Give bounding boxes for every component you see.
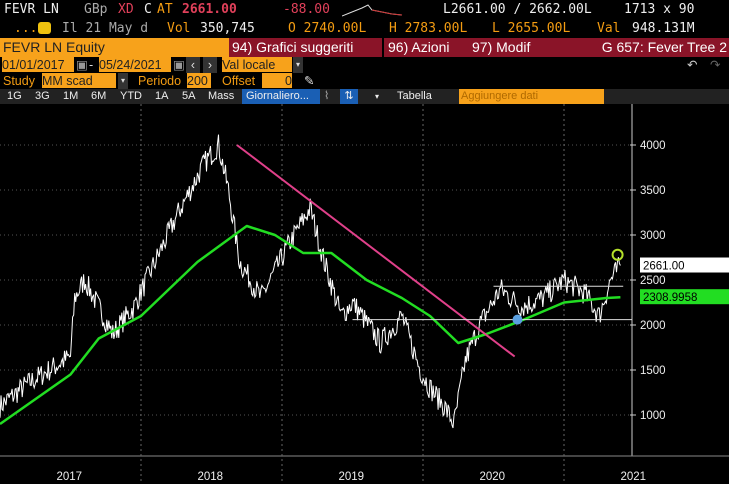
bid-ask: L2661.00 / 2662.00L (443, 2, 592, 17)
x-tick-label: 2018 (198, 471, 224, 483)
frequency-select[interactable]: Giornaliero... (242, 89, 320, 104)
currency-select[interactable]: Val locale (222, 57, 292, 72)
trend-line (236, 144, 516, 358)
trade-date: Il 21 May d (62, 21, 149, 36)
marker-circle (512, 314, 523, 325)
ticker: FEVR LN (4, 2, 59, 17)
period-input[interactable]: 200 (187, 73, 211, 88)
y-tick-label: 3500 (640, 185, 666, 197)
y-tick-label: 1000 (640, 410, 666, 422)
end-date-input[interactable]: 05/24/2021 (99, 57, 171, 72)
volume: 350,745 (200, 21, 255, 36)
study-select[interactable]: MM scad (42, 73, 116, 88)
prev-button[interactable]: ‹ (186, 57, 200, 73)
toolbar: FEVR LN Equity 94) Grafici suggeriti 96)… (0, 38, 729, 57)
study-bar: Study MM scad ▾ Periodo 200 Offset 0 ✎ (0, 73, 729, 89)
pencil-icon[interactable]: ✎ (304, 74, 315, 88)
period-max[interactable]: Mass (208, 90, 235, 102)
quote-line-2: .... Il 21 May d Vol 350,745 O 2740.00L … (0, 19, 729, 38)
low-price: L 2655.00L (492, 21, 571, 36)
currency: GBp (84, 2, 108, 17)
x-tick-label: 2019 (339, 471, 365, 483)
price-line (0, 134, 621, 429)
x-tick-label: 2020 (480, 471, 506, 483)
offset-input[interactable]: 0 (262, 73, 292, 88)
price-change: -88.00 (283, 2, 330, 17)
chart-title: G 657: Fever Tree 2 (546, 38, 729, 57)
high-price: H 2783.00L (389, 21, 468, 36)
suggested-charts-menu[interactable]: 94) Grafici suggeriti (229, 38, 382, 57)
period-1g[interactable]: 1G (7, 90, 22, 102)
offset-label: Offset (222, 74, 256, 88)
period-ytd[interactable]: YTD (120, 90, 142, 102)
chevron-down-icon[interactable]: ▾ (293, 57, 303, 73)
period-6m[interactable]: 6M (91, 90, 107, 102)
chevron-down-icon[interactable]: ▾ (118, 73, 128, 89)
quote-line-1: FEVR LN GBp XD C AT 2661.00 -88.00 L2661… (0, 0, 729, 20)
period-5a[interactable]: 5A (182, 90, 196, 102)
at-flag: AT (157, 2, 173, 17)
open-price: O 2740.00L (288, 21, 367, 36)
y-tick-label: 2500 (640, 275, 666, 287)
next-button[interactable]: › (203, 57, 217, 73)
calendar-icon[interactable]: ▣ (76, 58, 88, 72)
period-1m[interactable]: 1M (63, 90, 79, 102)
chevron-down-icon[interactable]: ▾ (375, 92, 380, 101)
y-tick-label: 1500 (640, 365, 666, 377)
xd-flag: XD (118, 2, 134, 17)
x-tick-label: 2021 (621, 471, 647, 483)
moving-average-line (0, 224, 621, 426)
traded-value: 948.131M (632, 21, 695, 36)
date-range-bar: 01/01/2017 ▣ - 05/24/2021 ▣ ‹ › Val loca… (0, 57, 729, 73)
undo-icon[interactable]: ↶ (687, 58, 698, 72)
last-price: 2661.00 (182, 2, 237, 17)
x-tick-label: 2017 (57, 471, 83, 483)
date-separator: - (89, 58, 94, 72)
alert-icon[interactable] (38, 22, 51, 34)
last-price-box (640, 257, 729, 273)
bid-ask-size: 1713 x 90 (624, 2, 695, 17)
y-tick-label: 4000 (640, 140, 666, 152)
y-tick-label: 2000 (640, 320, 666, 332)
security-input[interactable]: FEVR LN Equity (0, 38, 230, 57)
value-label: Val (597, 21, 621, 36)
edit-menu[interactable]: 97) Modif (469, 38, 547, 57)
period-bar: 1G 3G 1M 6M YTD 1A 5A Mass Giornaliero..… (0, 89, 729, 104)
last-price-label: 2661.00 (643, 261, 685, 273)
dots-icon: .... (14, 21, 46, 36)
y-tick-label: 3000 (640, 230, 666, 242)
ma-value-label: 2308.9958 (643, 292, 697, 304)
study-label: Study (3, 74, 35, 88)
c-flag: C (144, 2, 152, 17)
table-button[interactable]: Tabella (397, 90, 432, 102)
line-chart-icon[interactable]: ⌇ (324, 90, 330, 102)
volume-label: Vol (167, 21, 191, 36)
redo-icon[interactable]: ↷ (710, 58, 721, 72)
period-1a[interactable]: 1A (155, 90, 169, 102)
marker-circle (611, 248, 624, 261)
calendar-icon[interactable]: ▣ (173, 58, 185, 72)
sparkline-icon (342, 4, 403, 17)
start-date-input[interactable]: 01/01/2017 (2, 57, 74, 72)
actions-menu[interactable]: 96) Azioni (384, 38, 471, 57)
bar-chart-icon[interactable]: ⇅ (340, 89, 358, 104)
add-data-input[interactable]: Aggiungere dati (459, 89, 604, 104)
price-chart[interactable]: 4000 3500 3000 2500 2000 1500 1000 2017 2018 2019… (0, 104, 729, 484)
ma-value-box (640, 289, 729, 305)
period-label: Periodo (138, 74, 182, 88)
period-3g[interactable]: 3G (35, 90, 50, 102)
